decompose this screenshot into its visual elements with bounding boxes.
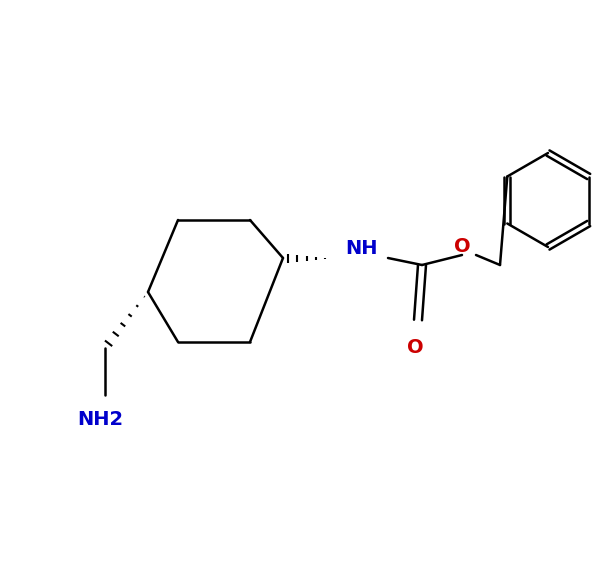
Text: O: O [407, 338, 423, 357]
Text: NH: NH [345, 239, 378, 257]
Text: O: O [454, 238, 470, 257]
Text: NH2: NH2 [77, 410, 123, 429]
